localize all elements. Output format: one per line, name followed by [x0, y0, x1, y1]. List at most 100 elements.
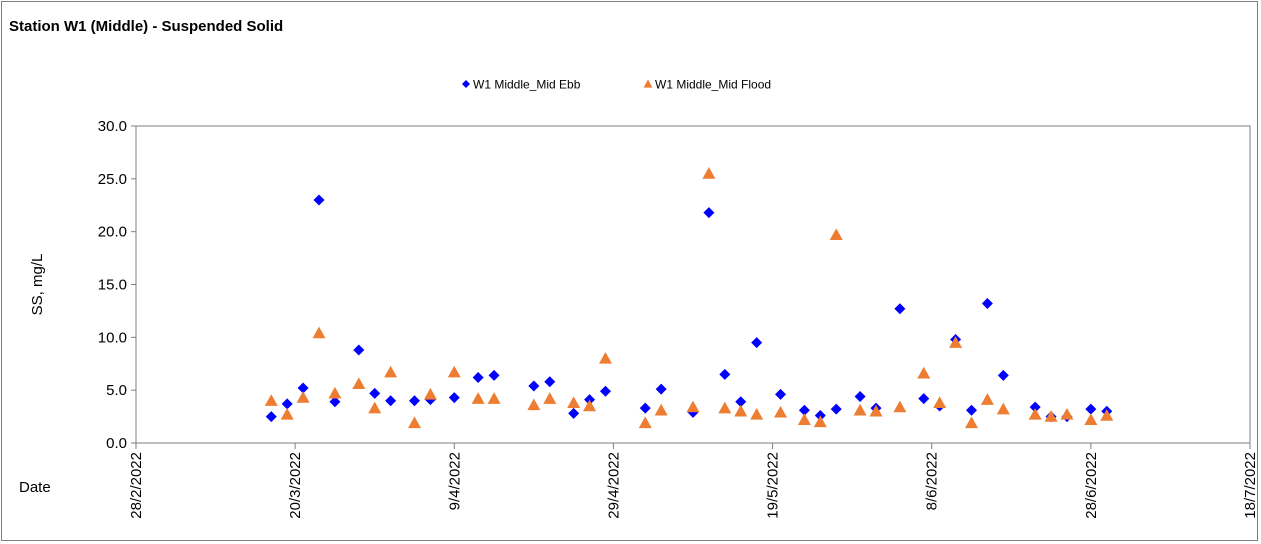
flood-point: [280, 407, 294, 420]
ebb-point: [313, 194, 325, 206]
ebb-point: [297, 382, 309, 394]
x-tick-label: 9/4/2022: [446, 452, 463, 510]
ebb-point: [735, 396, 747, 408]
flood-point: [774, 405, 788, 418]
flood-point: [527, 398, 541, 411]
flood-point: [750, 407, 764, 420]
flood-point: [384, 365, 398, 378]
ebb-point: [385, 395, 397, 407]
flood-point: [328, 386, 342, 399]
flood-point: [598, 351, 612, 364]
flood-point: [638, 416, 652, 429]
ebb-point: [854, 391, 866, 403]
flood-point: [264, 394, 278, 406]
ebb-point: [798, 404, 810, 416]
ebb-point: [409, 395, 420, 407]
flood-point: [813, 415, 827, 428]
ebb-point: [918, 393, 930, 405]
ebb-point: [639, 402, 651, 414]
flood-point: [965, 416, 978, 429]
y-axis: 0.0 5.0 10.0 15.0 20.0 25.0 30.0: [98, 118, 136, 452]
legend-ebb-label: W1 Middle_Mid Ebb: [473, 78, 581, 92]
ebb-point: [599, 385, 611, 397]
flood-point: [312, 326, 326, 339]
legend-ebb-marker: [462, 80, 470, 88]
x-tick-label: 19/5/2022: [765, 452, 782, 519]
flood-point: [408, 416, 421, 429]
ebb-point: [997, 369, 1009, 381]
ebb-point: [488, 369, 500, 381]
flood-point: [471, 392, 485, 404]
flood-point: [718, 401, 732, 414]
ebb-point: [265, 411, 277, 423]
ebb-point: [655, 383, 667, 395]
flood-point: [829, 228, 843, 241]
x-tick-label: 8/6/2022: [924, 452, 941, 510]
x-axis-title: Date: [19, 479, 51, 496]
ebb-point: [1029, 401, 1041, 413]
ebb-point: [448, 392, 460, 404]
flood-point: [853, 403, 867, 416]
y-tick-label: 20.0: [98, 224, 127, 241]
ebb-point: [353, 344, 365, 356]
flood-point: [869, 404, 883, 417]
ebb-point: [329, 396, 341, 408]
ebb-point: [1085, 403, 1097, 415]
flood-point: [949, 336, 963, 348]
flood-point: [893, 400, 907, 413]
flood-point: [996, 402, 1010, 415]
flood-point: [933, 396, 947, 409]
y-tick-label: 5.0: [106, 382, 127, 399]
flood-point: [1100, 409, 1114, 421]
ebb-point: [369, 387, 381, 399]
flood-point: [1028, 407, 1042, 420]
flood-point: [797, 413, 811, 425]
y-tick-label: 25.0: [98, 171, 127, 188]
ebb-point: [472, 371, 484, 383]
x-tick-label: 20/3/2022: [287, 452, 304, 519]
x-axis: 28/2/2022 20/3/2022 9/4/2022 29/4/2022 19/5/…: [128, 443, 1259, 519]
y-tick-label: 15.0: [98, 277, 127, 294]
flood-point: [702, 167, 716, 179]
legend-flood-marker: [643, 79, 653, 88]
ebb-point: [568, 407, 580, 419]
ebb-point: [751, 337, 763, 349]
flood-point: [583, 399, 597, 412]
flood-point: [980, 393, 994, 405]
ebb-point: [775, 388, 787, 400]
flood-point: [686, 400, 700, 413]
flood-point: [487, 392, 501, 404]
x-tick-label: 28/6/2022: [1083, 452, 1100, 519]
flood-point: [423, 387, 437, 400]
flood-point: [567, 396, 581, 409]
legend-flood-label: W1 Middle_Mid Flood: [655, 78, 771, 92]
ebb-point: [703, 207, 715, 219]
x-tick-label: 18/7/2022: [1242, 452, 1259, 519]
ebb-point: [281, 398, 293, 410]
ebb-point: [894, 303, 906, 315]
ebb-point: [544, 376, 556, 388]
y-tick-label: 30.0: [98, 118, 127, 135]
ebb-point: [719, 368, 731, 380]
x-tick-label: 28/2/2022: [128, 452, 145, 519]
x-tick-label: 29/4/2022: [605, 452, 622, 519]
y-axis-title: SS, mg/L: [29, 254, 46, 316]
y-tick-label: 10.0: [98, 329, 127, 346]
ebb-point: [966, 404, 977, 416]
ebb-point: [981, 298, 993, 310]
flood-point: [543, 392, 557, 404]
flood-point: [352, 377, 366, 390]
legend: W1 Middle_Mid Ebb W1 Middle_Mid Flood: [462, 78, 771, 92]
flood-point: [1044, 410, 1058, 422]
flood-point: [447, 365, 461, 378]
flood-point: [654, 403, 668, 416]
chart-title: Station W1 (Middle) - Suspended Solid: [9, 18, 284, 35]
flood-point: [734, 404, 748, 417]
flood-point: [1060, 407, 1074, 420]
ebb-point: [528, 380, 540, 392]
y-tick-label: 0.0: [106, 435, 127, 452]
data-markers: [264, 167, 1114, 429]
ebb-point: [830, 403, 842, 415]
